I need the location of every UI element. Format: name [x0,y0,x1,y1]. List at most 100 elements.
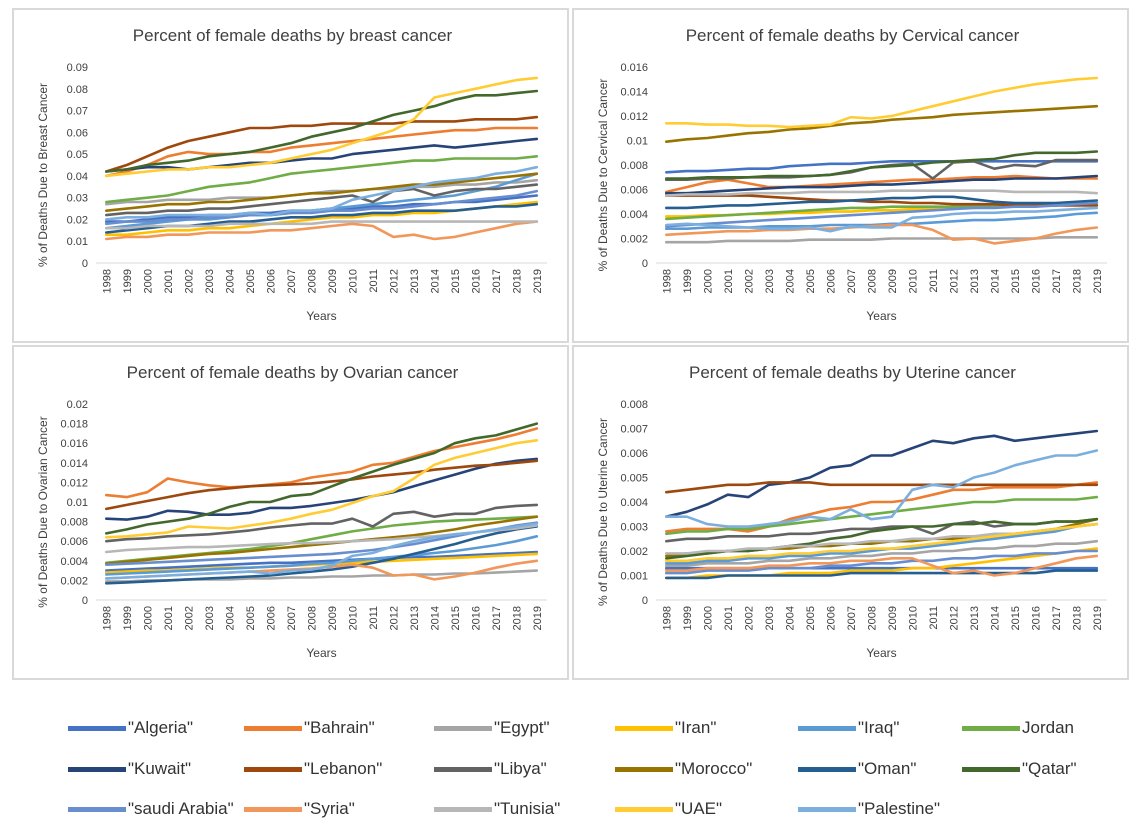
y-tick-label: 0.005 [620,473,648,485]
x-tick-label: 2010 [907,606,919,630]
x-tick-label: 2008 [866,269,878,293]
legend-item: "Oman" [798,759,916,779]
chart-panel-uterine: Percent of female deaths by Uterine canc… [572,345,1129,680]
chart-title: Percent of female deaths by Ovarian canc… [127,363,459,382]
x-tick-label: 2009 [887,606,899,630]
legend-item: "UAE" [615,799,722,819]
series-line-bahrain [105,427,539,499]
legend-item: "Bahrain" [244,718,375,738]
legend-label: "Lebanon" [304,759,383,778]
series-line-saudi-arabia [665,549,1099,575]
chart-panel-cervical: Percent of female deaths by Cervical can… [572,8,1129,343]
x-tick-label: 2010 [347,269,359,293]
legend-item: "Lebanon" [244,759,382,779]
x-tick-label: 2002 [183,606,195,630]
legend-item: "Iraq" [798,718,899,738]
series-line-libya [105,183,539,217]
series-line-kuwait [665,174,1099,195]
x-tick-label: 2005 [805,606,817,630]
series-line-saudi-arabia [105,189,539,226]
y-tick-label: 0.06 [67,127,88,139]
x-tick-label: 2001 [723,606,735,630]
legend-swatch [434,725,492,731]
x-tick-label: 2009 [887,269,899,293]
x-tick-label: 2007 [286,606,298,630]
x-tick-label: 2007 [286,269,298,293]
series-line-algeria [105,550,539,572]
x-tick-label: 2016 [1030,269,1042,293]
series-line-tunisia [105,220,539,230]
legend-label: "Iraq" [858,718,900,737]
line-chart: Percent of female deaths by Ovarian canc… [36,363,547,660]
y-tick-label: 0.08 [67,84,88,96]
legend-label: "Syria" [304,799,355,818]
chart-legend: "Algeria" "Bahrain" "Egypt" "Iran" "Iraq" Jor… [0,700,1146,825]
x-tick-label: 2016 [1030,606,1042,630]
y-tick-label: 0.004 [60,556,88,568]
legend-label: "Iran" [675,718,717,737]
x-tick-label: 2014 [429,606,441,630]
y-tick-label: 0.012 [60,477,88,489]
x-tick-label: 2019 [532,269,544,293]
y-tick-label: 0.03 [67,193,88,205]
series-line-algeria [665,160,1099,174]
x-tick-label: 2017 [491,606,503,630]
legend-swatch [615,806,673,812]
series-line-palestine [105,522,539,580]
y-tick-label: 0.006 [620,185,648,197]
x-tick-label: 1999 [122,606,134,630]
series-line-uae [665,76,1099,129]
series-line-oman [105,525,539,585]
x-tick-label: 2010 [907,269,919,293]
series-line-qatar [105,89,539,173]
legend-item: Jordan [962,718,1074,738]
y-tick-label: 0.02 [67,399,88,411]
series-line-uae [105,439,539,539]
y-tick-label: 0.006 [60,536,88,548]
x-tick-label: 2012 [388,606,400,630]
legend-item: "Morocco" [615,759,752,779]
y-tick-label: 0.006 [620,448,648,460]
x-tick-label: 2008 [866,606,878,630]
legend-swatch [615,725,673,731]
legend-swatch [615,766,673,772]
x-tick-label: 1998 [661,606,673,630]
x-tick-label: 2004 [784,269,796,293]
x-tick-label: 2016 [470,269,482,293]
legend-label: "Libya" [494,759,547,778]
legend-label: "UAE" [675,799,723,818]
chart-panel-breast: Percent of female deaths by breast cance… [12,8,569,343]
series-line-tunisia [665,189,1099,197]
x-tick-label: 2011 [928,269,940,293]
x-tick-label: 2003 [204,606,216,630]
x-tick-label: 2016 [470,606,482,630]
x-tick-label: 2006 [265,269,277,293]
series-line-libya [105,503,539,543]
y-tick-label: 0 [82,595,88,607]
series-line-bahrain [105,126,539,178]
legend-label: "saudi Arabia" [128,799,234,818]
series-line-saudi-arabia [665,201,1099,228]
legend-label: "Bahrain" [304,718,375,737]
series-line-oman [665,569,1099,580]
x-tick-label: 2017 [491,269,503,293]
x-tick-label: 2015 [1010,269,1022,293]
y-axis-label: % of Deaths Due to Uterine Cancer [596,418,610,606]
x-tick-label: 2007 [846,269,858,293]
legend-label: "Morocco" [675,759,753,778]
y-tick-label: 0.018 [60,419,88,431]
legend-label: "Tunisia" [494,799,561,818]
series-line-syria [665,554,1099,577]
x-tick-label: 1999 [122,269,134,293]
legend-swatch [434,806,492,812]
x-tick-label: 2003 [764,606,776,630]
x-tick-label: 2011 [368,269,380,293]
y-tick-label: 0 [642,258,648,270]
y-tick-label: 0.09 [67,62,88,74]
x-tick-label: 2013 [409,606,421,630]
legend-swatch [68,766,126,772]
x-tick-label: 2013 [969,606,981,630]
x-tick-label: 2017 [1051,269,1063,293]
x-axis-label: Years [306,646,336,660]
x-tick-label: 2001 [723,269,735,293]
